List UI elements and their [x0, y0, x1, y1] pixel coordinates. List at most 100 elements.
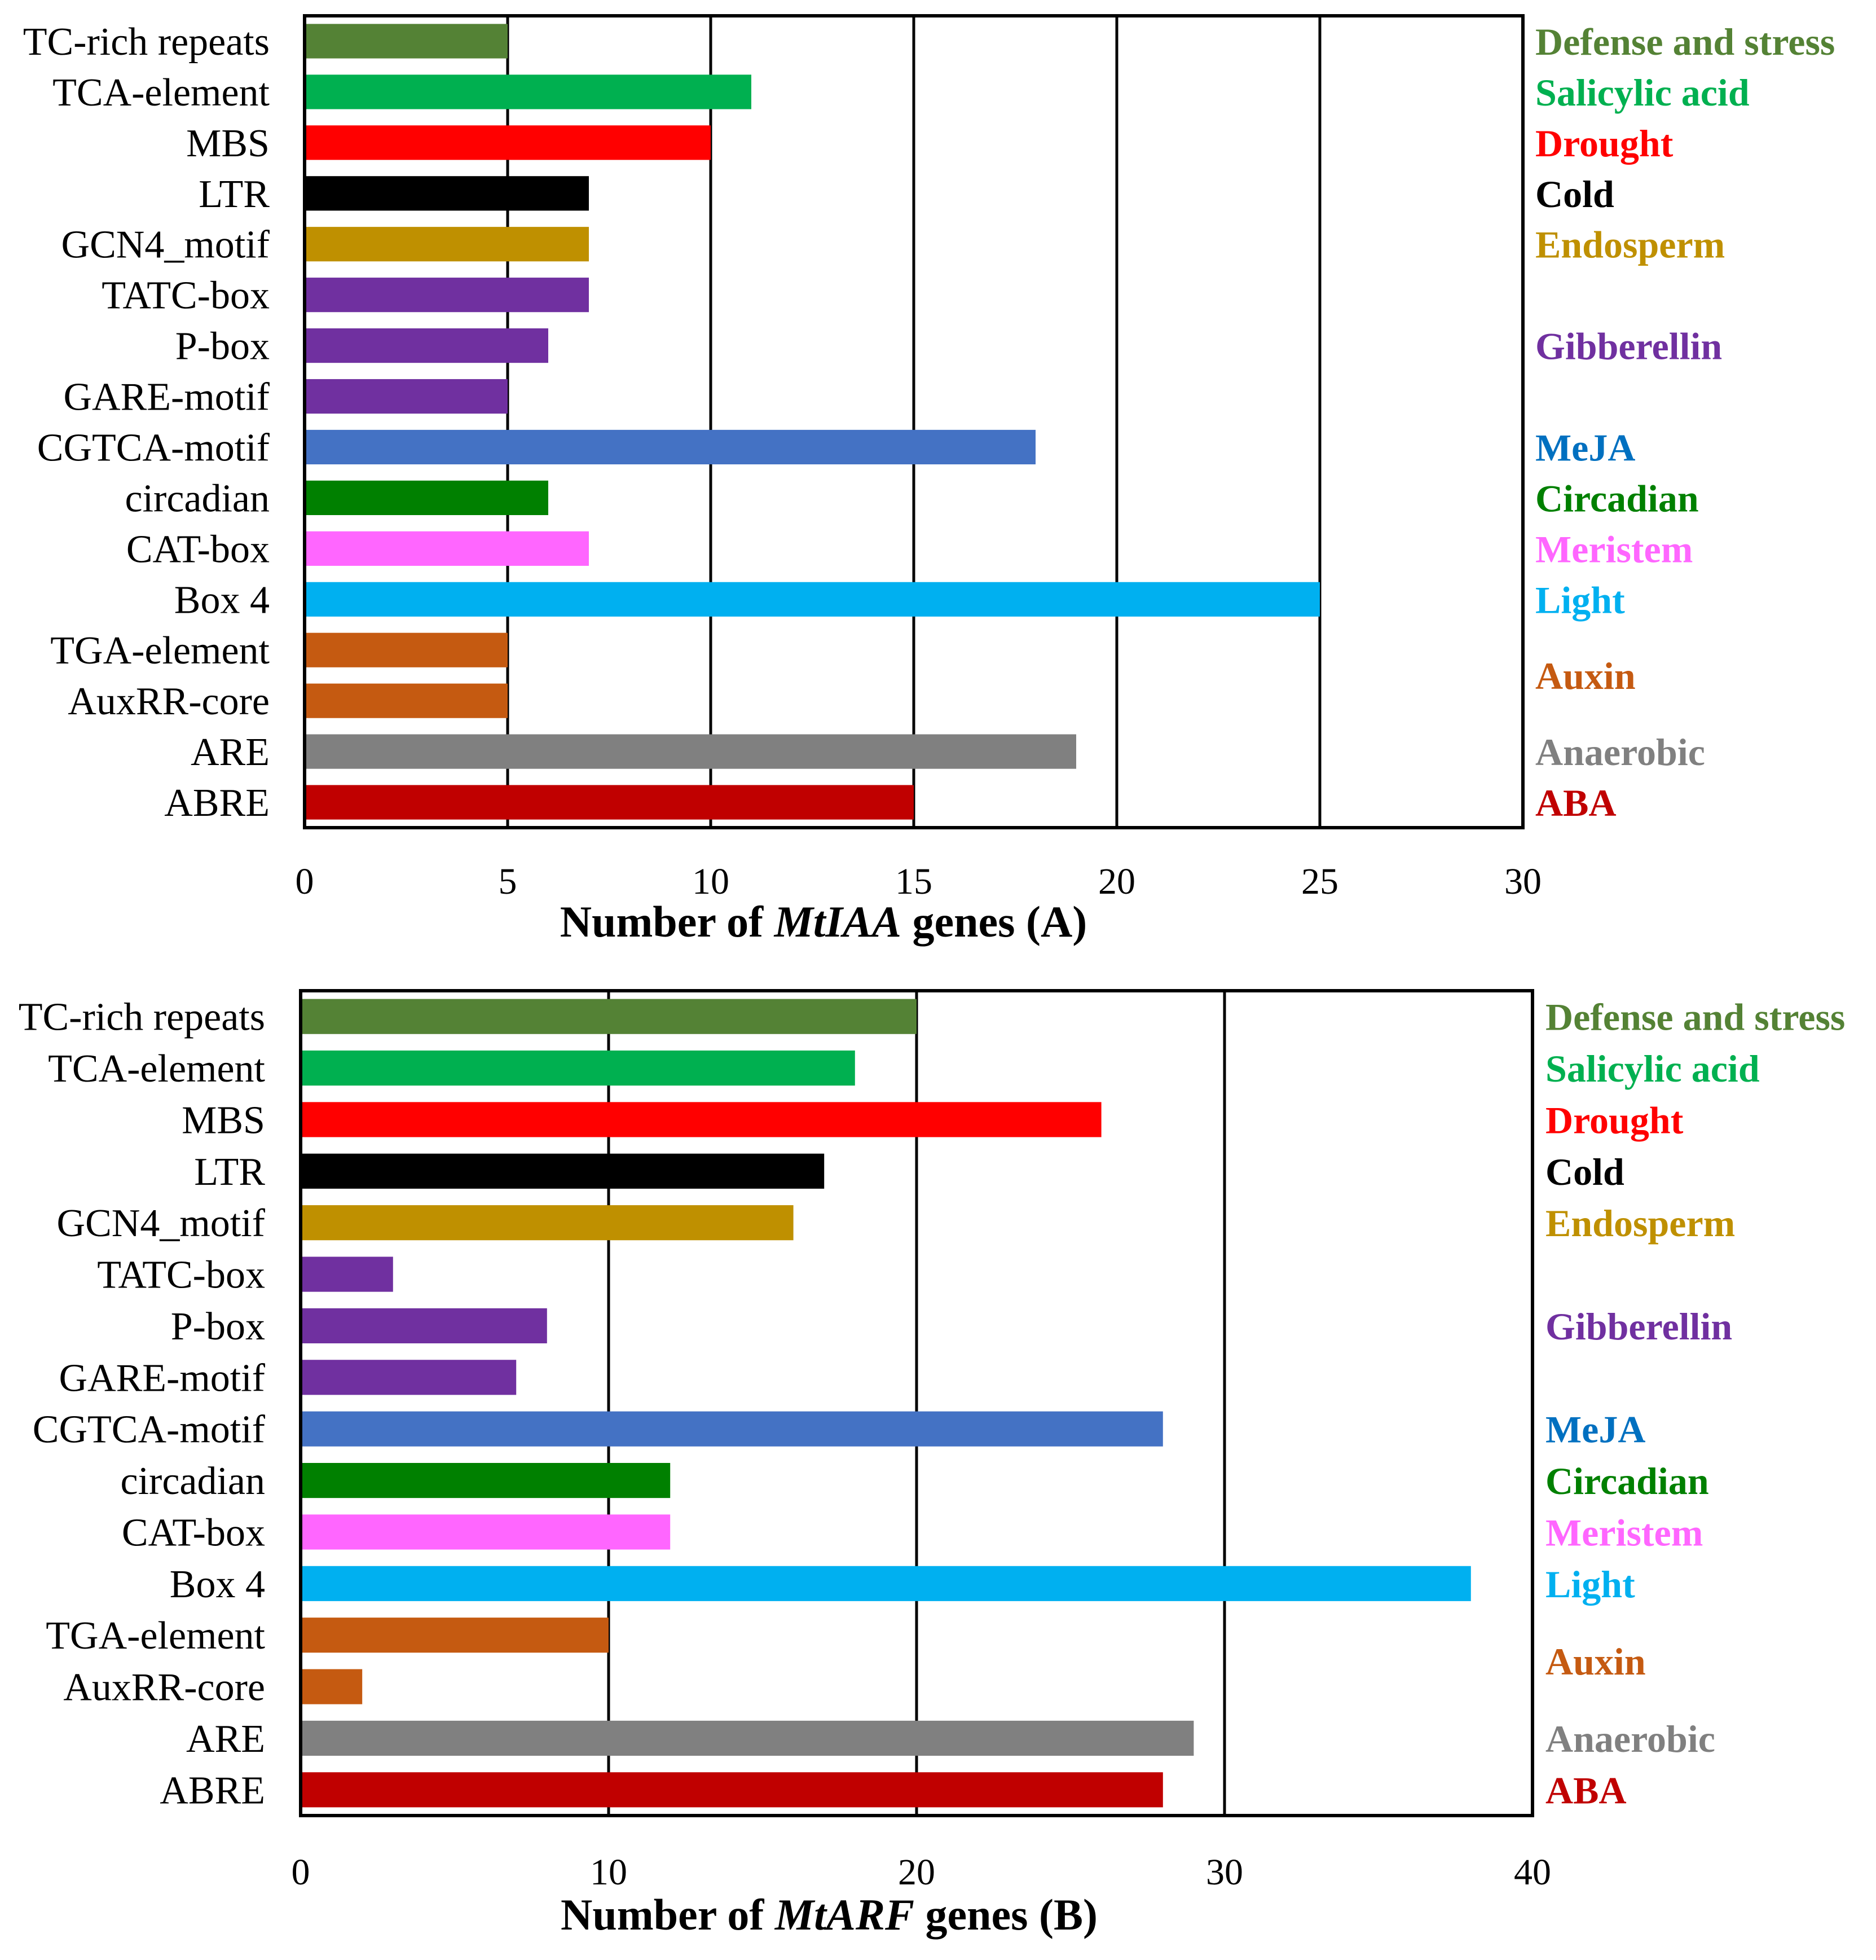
- group-label-salicylic-acid: Salicylic acid: [1545, 1047, 1760, 1090]
- group-label-anaerobic: Anaerobic: [1545, 1717, 1715, 1760]
- x-tick-label: 30: [1206, 1852, 1243, 1893]
- plot-frame: [299, 989, 1534, 1817]
- x-axis-title-part: Number of: [560, 897, 774, 946]
- bar-p-box: [305, 328, 548, 363]
- x-axis-title: Number of MtARF genes (B): [561, 1890, 1098, 1939]
- category-label: MBS: [186, 122, 270, 165]
- bar-tca-element: [305, 74, 751, 109]
- group-label-meja: MeJA: [1535, 426, 1635, 469]
- x-axis-title-part: MtIAA: [773, 897, 901, 946]
- bar-box-4: [301, 1566, 1471, 1601]
- group-label-circadian: Circadian: [1545, 1460, 1709, 1502]
- category-label: GCN4_motif: [57, 1202, 266, 1245]
- category-label: GCN4_motif: [61, 223, 270, 267]
- x-tick-label: 5: [499, 861, 517, 902]
- category-label: ABRE: [160, 1769, 265, 1812]
- category-label: Box 4: [174, 578, 270, 622]
- x-tick-label: 10: [590, 1852, 627, 1893]
- bar-tga-element: [305, 632, 508, 667]
- group-label-meja: MeJA: [1545, 1408, 1645, 1451]
- x-tick-label: 40: [1514, 1852, 1551, 1893]
- group-label-drought: Drought: [1545, 1098, 1684, 1141]
- category-label: MBS: [182, 1098, 265, 1142]
- category-label: circadian: [121, 1460, 265, 1503]
- bar-cgtca-motif: [301, 1411, 1163, 1447]
- x-tick-label: 20: [898, 1852, 935, 1893]
- group-label-circadian: Circadian: [1535, 477, 1699, 520]
- x-axis-title: Number of MtIAA genes (A): [560, 897, 1087, 946]
- category-label: TCA-element: [52, 71, 270, 115]
- bar-tca-element: [301, 1050, 855, 1086]
- chart-panel-b: TC-rich repeats TCA-element MBS LTR GCN4_mot…: [19, 989, 1845, 1939]
- category-label: TC-rich repeats: [19, 996, 265, 1039]
- bar-abre: [305, 785, 914, 820]
- bar-auxrr-core: [305, 683, 508, 718]
- bar-cat-box: [305, 531, 589, 566]
- bar-circadian: [301, 1462, 671, 1498]
- bar-tatc-box: [305, 278, 589, 313]
- group-label-gibberellin: Gibberellin: [1545, 1305, 1732, 1348]
- bar-circadian: [305, 480, 548, 515]
- x-tick-label: 30: [1504, 861, 1542, 902]
- x-tick-label: 15: [895, 861, 932, 902]
- x-axis-title-part: genes (A): [901, 897, 1087, 946]
- bar-p-box: [301, 1308, 547, 1344]
- bar-cgtca-motif: [305, 429, 1036, 465]
- x-tick-label: 10: [692, 861, 729, 902]
- group-label-aba: ABA: [1535, 781, 1617, 824]
- bar-ltr: [305, 176, 589, 211]
- category-label: TGA-element: [50, 629, 270, 673]
- group-label-light: Light: [1535, 578, 1625, 621]
- x-tick-label: 25: [1301, 861, 1338, 902]
- bar-tga-element: [301, 1618, 609, 1653]
- group-label-defense-and-stress: Defense and stress: [1535, 20, 1835, 63]
- group-label-drought: Drought: [1535, 122, 1674, 165]
- bar-tc-rich-repeats: [301, 999, 917, 1034]
- category-label: CGTCA-motif: [37, 426, 270, 469]
- category-label: GARE-motif: [63, 376, 270, 419]
- category-label: P-box: [175, 325, 270, 368]
- x-tick-label: 20: [1098, 861, 1135, 902]
- group-label-light: Light: [1545, 1563, 1635, 1606]
- bar-gare-motif: [301, 1360, 517, 1395]
- category-label: TGA-element: [46, 1614, 265, 1658]
- category-label: TCA-element: [48, 1047, 265, 1091]
- group-label-meristem: Meristem: [1545, 1511, 1703, 1554]
- bar-gcn4-motif: [305, 227, 589, 262]
- bar-mbs: [301, 1102, 1102, 1137]
- bar-are: [305, 734, 1076, 769]
- group-label-salicylic-acid: Salicylic acid: [1535, 71, 1750, 114]
- group-label-endosperm: Endosperm: [1535, 223, 1725, 266]
- group-label-meristem: Meristem: [1535, 528, 1693, 570]
- group-label-endosperm: Endosperm: [1545, 1202, 1735, 1245]
- category-label: AuxRR-core: [63, 1666, 265, 1709]
- group-label-defense-and-stress: Defense and stress: [1545, 996, 1845, 1039]
- category-label: CAT-box: [122, 1511, 265, 1554]
- bar-auxrr-core: [301, 1669, 363, 1704]
- x-tick-label: 0: [296, 861, 314, 902]
- category-label: circadian: [125, 477, 270, 520]
- category-label: TC-rich repeats: [23, 20, 270, 64]
- bar-mbs: [305, 125, 711, 160]
- category-label: ABRE: [164, 781, 270, 825]
- x-axis-title-part: MtARF: [774, 1890, 914, 1939]
- category-label: AuxRR-core: [68, 680, 270, 723]
- bar-cat-box: [301, 1514, 671, 1550]
- category-label: P-box: [171, 1305, 265, 1348]
- group-label-cold: Cold: [1545, 1150, 1624, 1193]
- chart-panel-a: TC-rich repeats TCA-element MBS LTR GCN4_mot…: [23, 14, 1835, 946]
- category-label: CAT-box: [126, 528, 270, 571]
- group-label-aba: ABA: [1545, 1769, 1627, 1812]
- category-label: ARE: [186, 1717, 265, 1761]
- category-label: TATC-box: [102, 274, 270, 318]
- bar-tc-rich-repeats: [305, 24, 508, 59]
- x-axis-title-part: Number of: [561, 1890, 775, 1939]
- group-label-auxin: Auxin: [1535, 654, 1636, 697]
- category-label: GARE-motif: [59, 1356, 265, 1400]
- group-label-gibberellin: Gibberellin: [1535, 325, 1722, 368]
- bar-box-4: [305, 582, 1320, 617]
- bar-tatc-box: [301, 1256, 393, 1292]
- x-tick-label: 0: [292, 1852, 310, 1893]
- category-label: ARE: [191, 731, 270, 774]
